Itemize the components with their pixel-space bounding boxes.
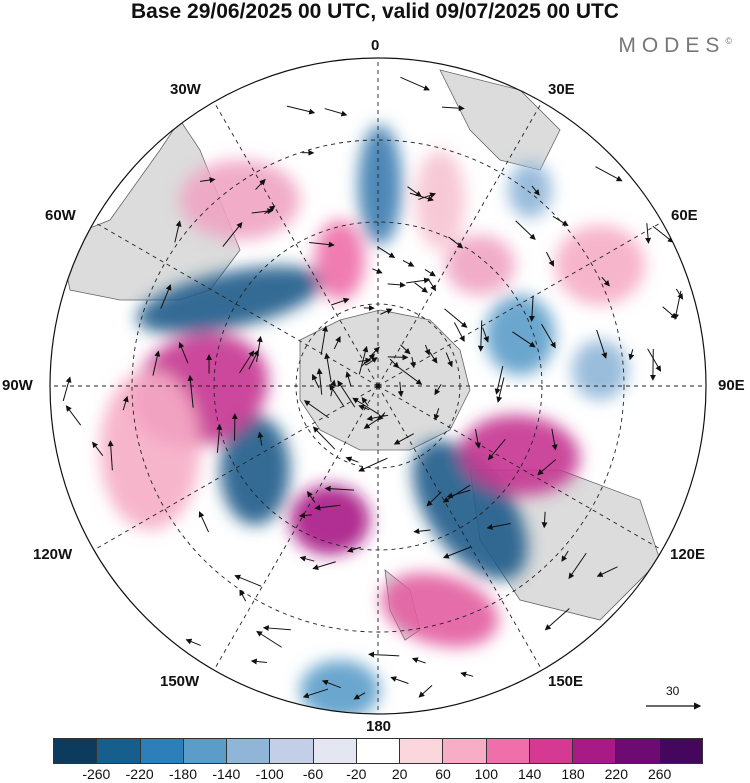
label-lon-30e: 30E [548,82,575,98]
colorbar [53,738,703,764]
colorbar-segment [487,739,530,763]
label-lon-150e: 150E [548,674,583,690]
colorbar-segment [573,739,616,763]
colorbar-tick-label: 260 [648,766,671,782]
label-lon-60w: 60W [45,208,76,224]
anomaly-blob [180,160,300,240]
colorbar-segment [184,739,227,763]
anomaly-blob [100,370,200,530]
colorbar-tick-label: -260 [82,766,110,782]
colorbar-tick-label: -100 [256,766,284,782]
colorbar-tick-label: 100 [475,766,498,782]
anomaly-blob [415,150,465,250]
anomaly-blob [572,340,628,400]
south-pole-marker [376,384,381,389]
label-lon-120w: 120W [33,547,72,563]
anomaly-blob [300,660,380,720]
label-lon-120e: 120E [670,547,705,563]
colorbar-segment [54,739,97,763]
colorbar-tick-label: 140 [518,766,541,782]
colorbar-tick-label: -220 [126,766,154,782]
wind-arrow [388,357,408,358]
colorbar-segment [97,739,140,763]
colorbar-segment [443,739,486,763]
colorbar-segment [270,739,313,763]
anomaly-blob [508,162,552,218]
label-lon-150w: 150W [160,674,199,690]
colorbar-tick-label: -140 [212,766,240,782]
vector-scale-label: 30 [666,684,679,698]
colorbar-segment [660,739,702,763]
colorbar-segment [400,739,443,763]
colorbar-tick-label: -20 [346,766,366,782]
anomaly-blob [358,125,402,245]
anomaly-blob [485,295,555,375]
label-lon-0: 0 [371,38,379,54]
label-lon-30w: 30W [170,82,201,98]
colorbar-tick-label: -60 [303,766,323,782]
colorbar-segment [530,739,573,763]
anomaly-blob [290,485,370,555]
colorbar-segment [314,739,357,763]
colorbar-segment [141,739,184,763]
colorbar-segment [357,739,400,763]
anomaly-blob [445,235,515,295]
colorbar-tick-label: 220 [605,766,628,782]
label-lon-90e: 90E [718,378,745,394]
colorbar-segment [227,739,270,763]
anomaly-blob [555,225,645,305]
colorbar-tick-label: 20 [392,766,408,782]
colorbar-tick-label: 180 [561,766,584,782]
colorbar-tick-label: 60 [435,766,451,782]
label-lon-90w: 90W [2,378,33,394]
label-lon-180: 180 [366,719,391,735]
colorbar-tick-label: -180 [169,766,197,782]
label-lon-60e: 60E [671,208,698,224]
colorbar-segment [616,739,659,763]
